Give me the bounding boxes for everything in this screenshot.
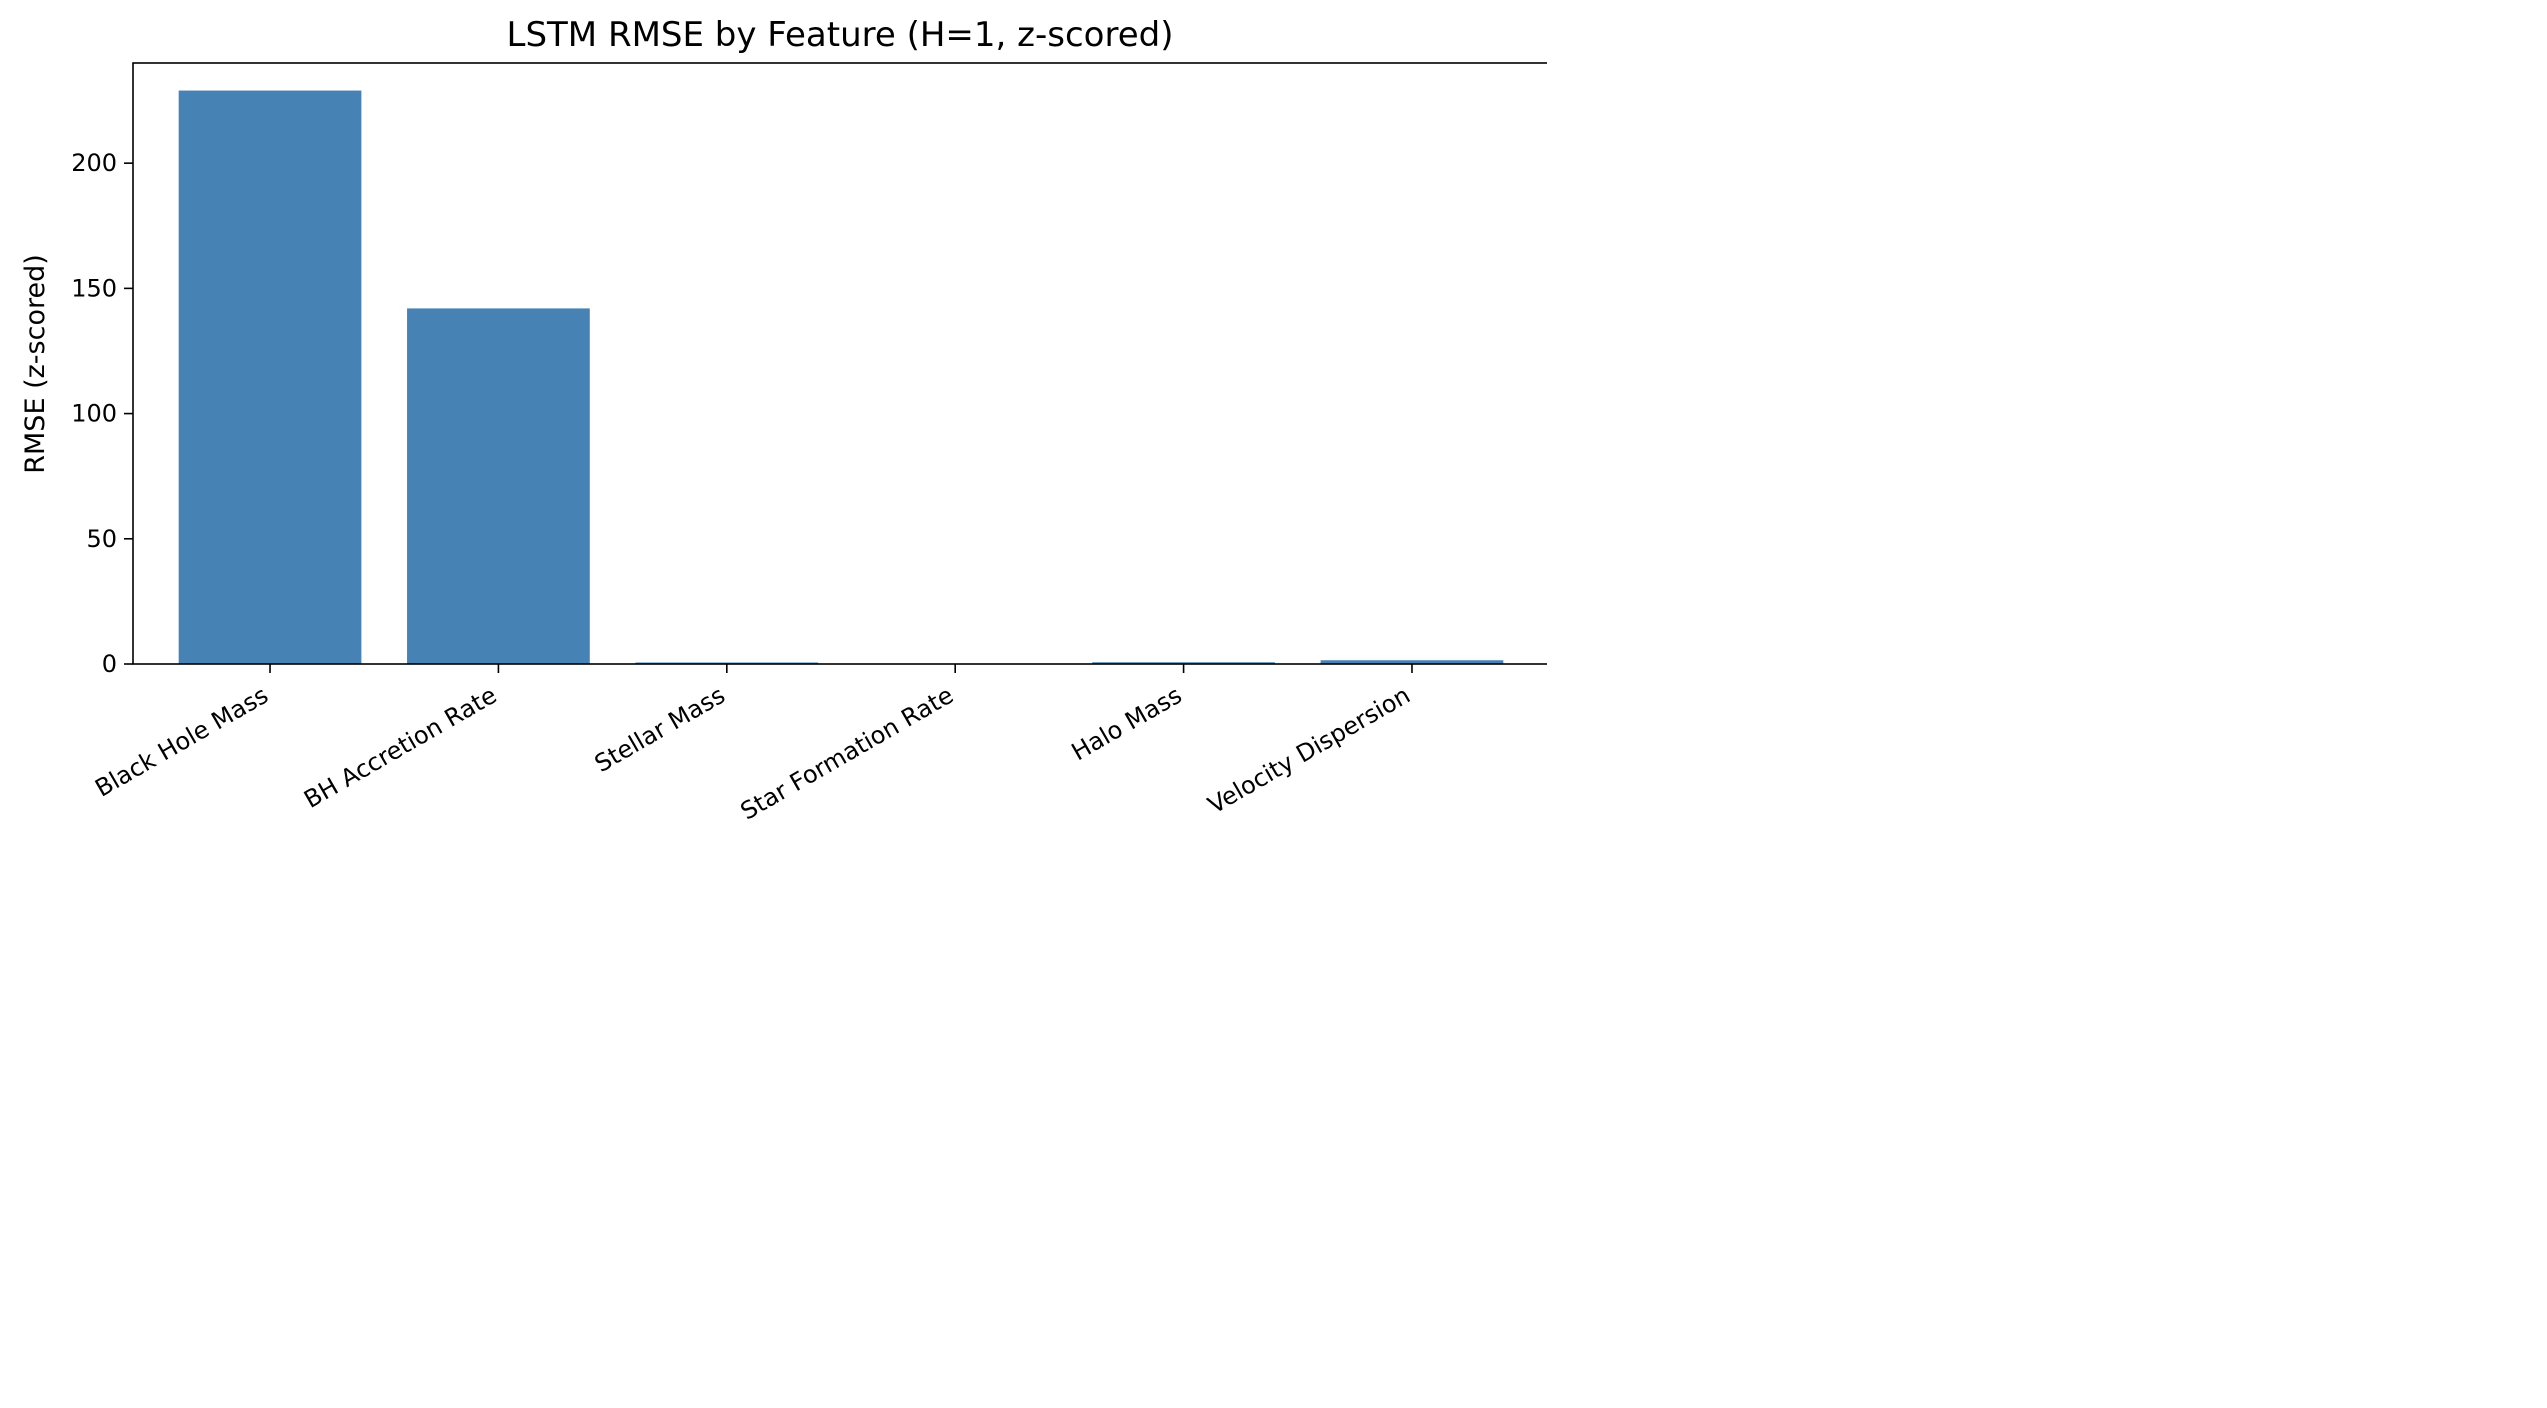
y-axis-ticks: 0 50 100 150 200 xyxy=(71,149,133,678)
bar-halo-mass xyxy=(1092,662,1275,664)
bar-bh-accretion-rate xyxy=(407,308,590,664)
y-tick-label: 200 xyxy=(71,149,117,177)
y-tick-label: 50 xyxy=(86,525,117,553)
y-tick-label: 0 xyxy=(102,650,117,678)
bars-layer xyxy=(178,90,1504,665)
y-tick-label: 100 xyxy=(71,400,117,428)
bar-black-hole-mass xyxy=(178,90,362,665)
chart-root: LSTM RMSE by Feature (H=1, z-scored) RMS… xyxy=(0,0,1550,848)
y-axis-label: RMSE (z-scored) xyxy=(20,254,51,474)
bar-velocity-dispersion xyxy=(1320,660,1504,664)
bar-chart: LSTM RMSE by Feature (H=1, z-scored) RMS… xyxy=(0,0,1550,848)
y-tick-label: 150 xyxy=(71,274,117,302)
chart-title: LSTM RMSE by Feature (H=1, z-scored) xyxy=(507,15,1174,55)
